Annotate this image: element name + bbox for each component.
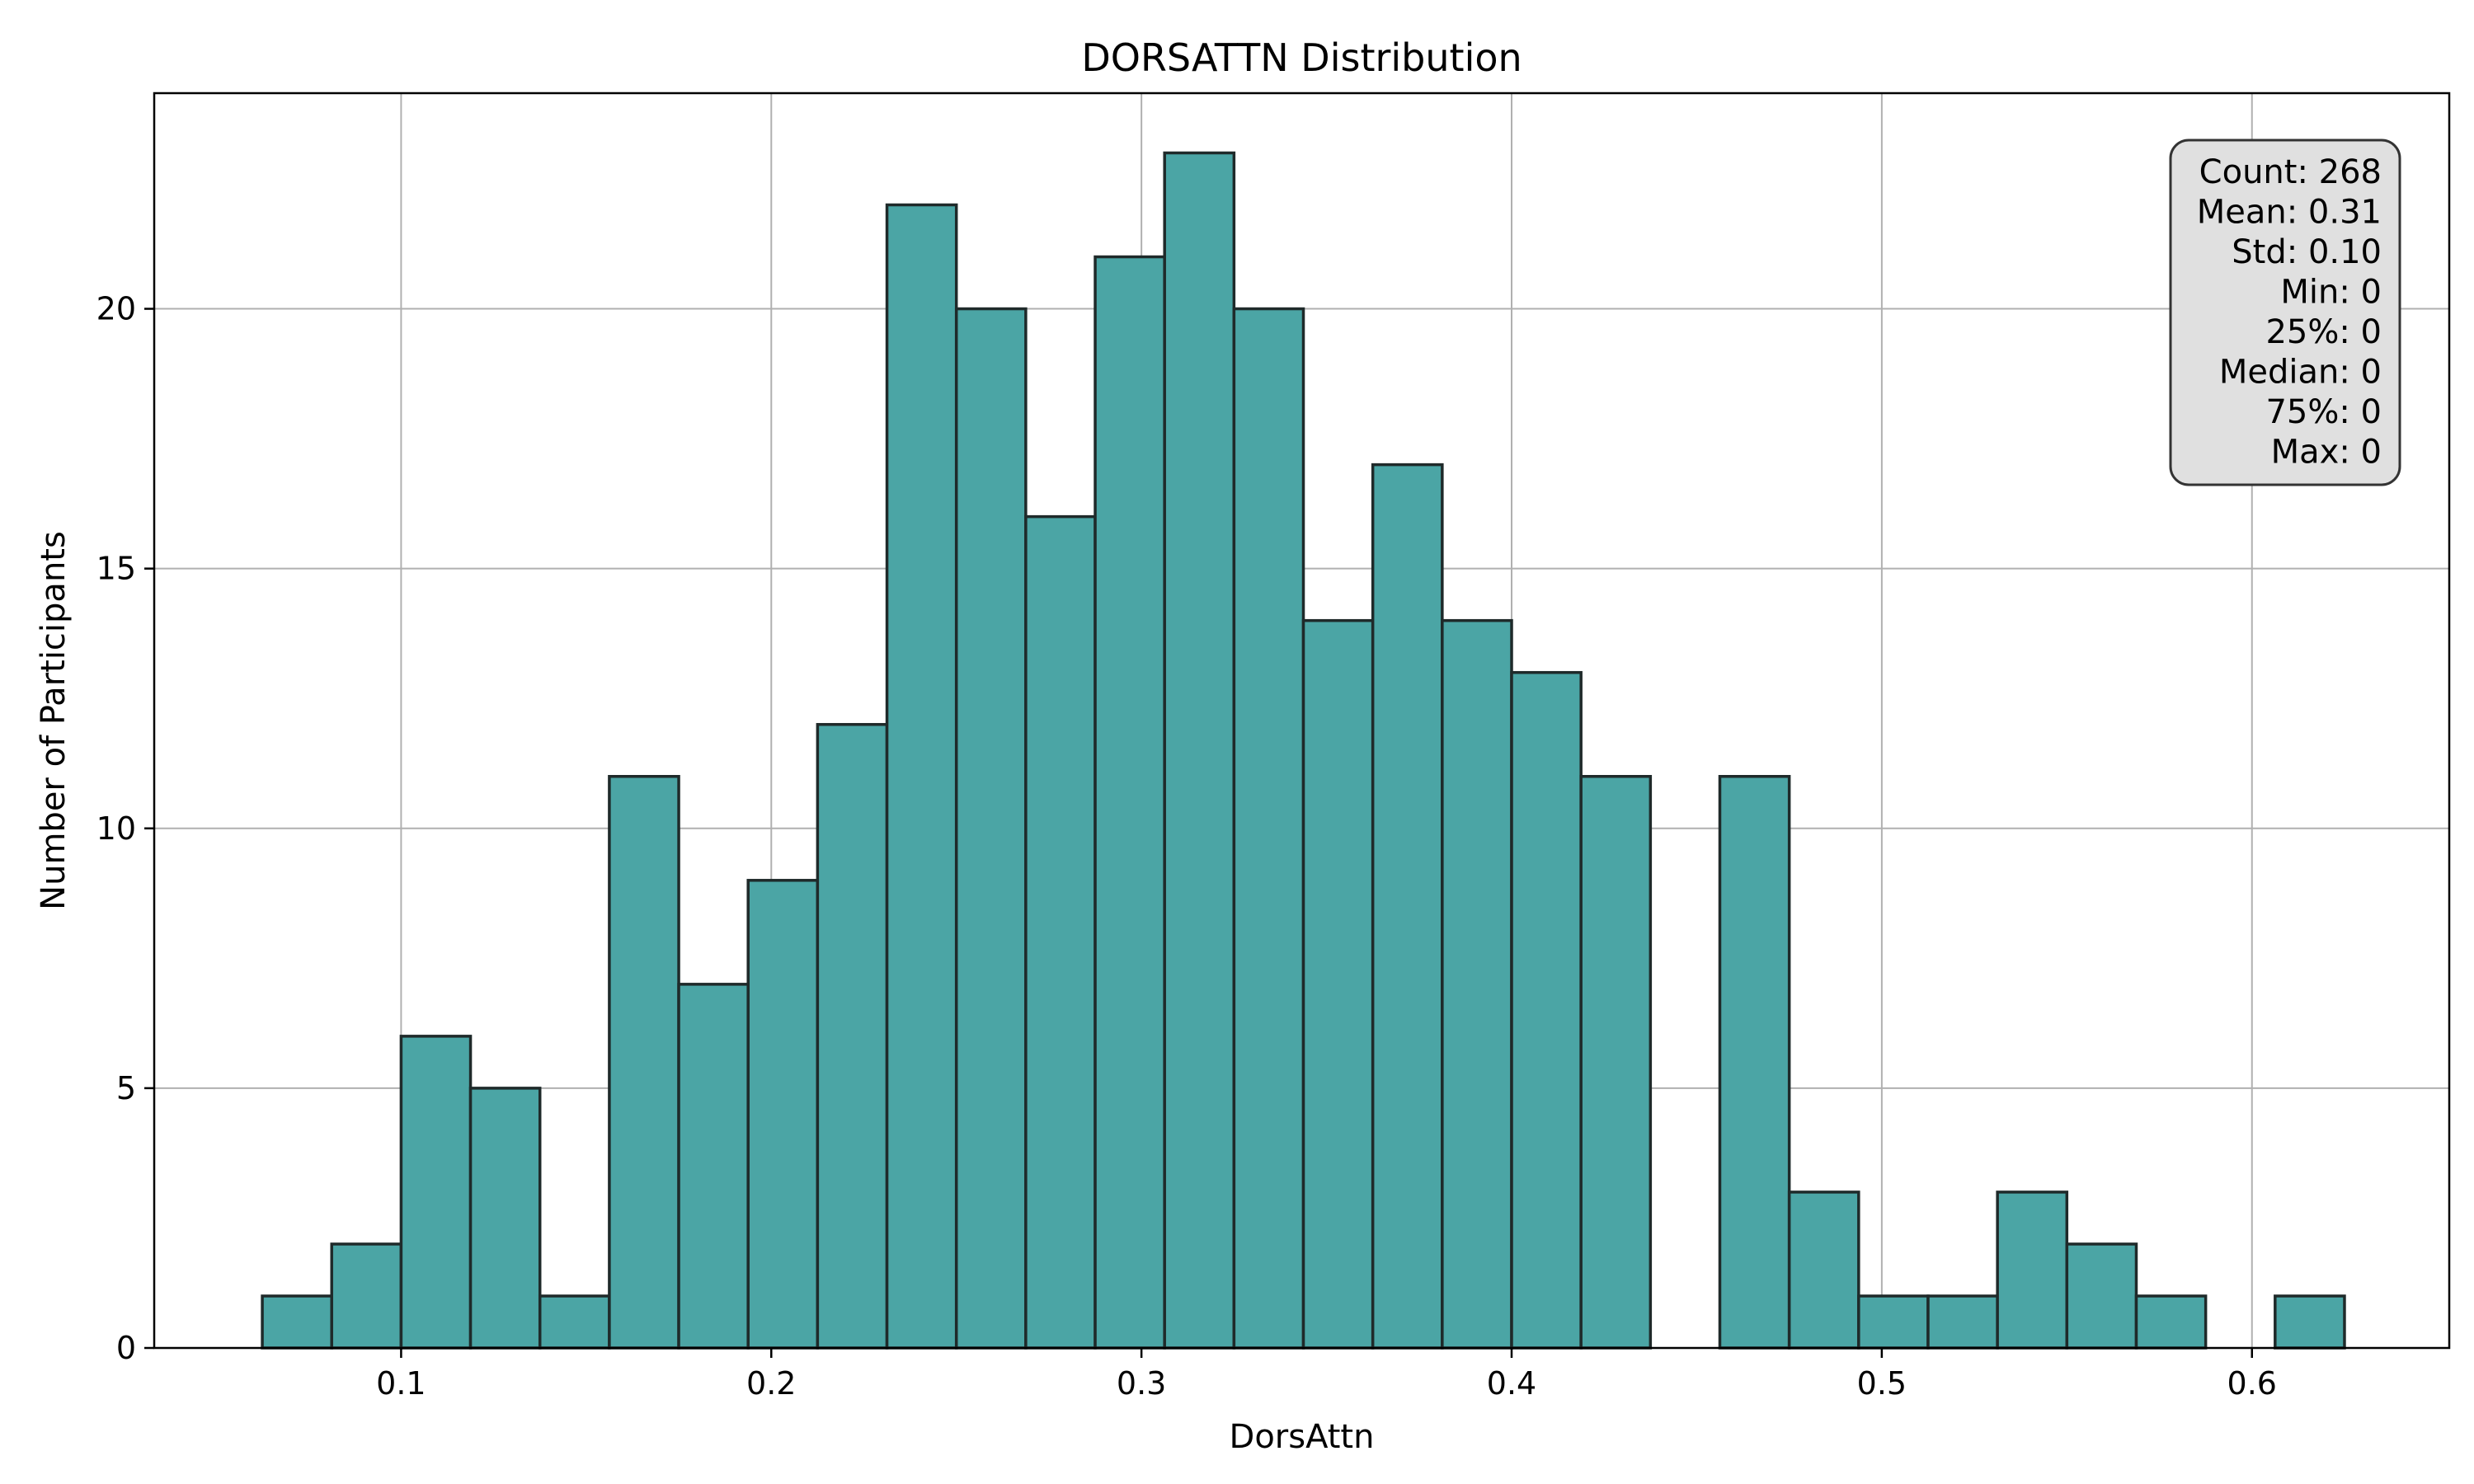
histogram-bar — [677, 983, 750, 1350]
histogram-bar — [399, 1035, 473, 1350]
x-tick-label: 0.1 — [376, 1365, 426, 1402]
x-tick-label: 0.3 — [1117, 1365, 1166, 1402]
histogram-bar — [1718, 774, 1791, 1350]
histogram-bar — [261, 1294, 333, 1350]
histogram-bar — [1510, 670, 1583, 1350]
histogram-bar — [2065, 1242, 2138, 1350]
y-tick-label: 20 — [96, 291, 136, 327]
histogram-bar — [1857, 1294, 1930, 1350]
x-axis-title: DorsAttn — [1230, 1418, 1375, 1456]
x-tick-label: 0.5 — [1857, 1365, 1907, 1402]
stats-line: Mean: 0.31 — [2197, 194, 2382, 232]
stats-line: Std: 0.10 — [2232, 233, 2382, 271]
x-tick-label: 0.6 — [2227, 1365, 2277, 1402]
histogram-bar — [608, 774, 680, 1350]
histogram-bar — [816, 722, 889, 1350]
histogram-bar — [1232, 307, 1305, 1350]
y-tick-label: 5 — [116, 1070, 136, 1106]
x-tick-label: 0.4 — [1487, 1365, 1536, 1402]
x-axis-ticks: 0.1 0.2 0.3 0.4 0.5 0.6 — [376, 1348, 2277, 1402]
histogram-bar — [1301, 618, 1375, 1350]
stats-line: Min: 0 — [2280, 274, 2382, 312]
histogram-bar — [2134, 1294, 2208, 1350]
histogram-bar — [1441, 618, 1513, 1350]
histogram-bar — [954, 307, 1028, 1350]
histogram-bar — [2274, 1294, 2346, 1350]
stats-line: 25%: 0 — [2265, 313, 2382, 351]
stats-line: Count: 268 — [2199, 153, 2382, 191]
y-tick-label: 0 — [116, 1330, 136, 1366]
histogram-bars — [261, 151, 2346, 1350]
histogram-bar — [746, 879, 820, 1350]
histogram-bar — [1094, 255, 1166, 1350]
y-tick-label: 10 — [96, 810, 136, 847]
stats-line: Max: 0 — [2271, 434, 2382, 472]
histogram-bar — [885, 203, 958, 1350]
histogram-bar — [1996, 1190, 2069, 1350]
histogram-bar — [538, 1294, 611, 1350]
plot-frame — [153, 92, 2451, 1350]
histogram-bar — [1024, 514, 1097, 1350]
histogram-bar — [468, 1087, 542, 1350]
histogram-bar — [1926, 1294, 1999, 1350]
stats-line: Median: 0 — [2219, 354, 2382, 392]
chart-title: DORSATTN Distribution — [1081, 35, 1522, 80]
stats-line: 75%: 0 — [2265, 393, 2382, 431]
y-axis-title: Number of Participants — [35, 531, 73, 910]
histogram-bar — [330, 1242, 403, 1350]
y-axis-ticks: 0 5 10 15 20 — [96, 291, 154, 1366]
stats-box-background — [2169, 139, 2401, 486]
y-tick-label: 15 — [96, 551, 136, 587]
histogram-bar — [1579, 774, 1653, 1350]
histogram-bar — [1371, 463, 1444, 1350]
histogram-bar — [1163, 151, 1236, 1350]
x-tick-label: 0.2 — [746, 1365, 796, 1402]
histogram-bar — [1787, 1190, 1860, 1350]
